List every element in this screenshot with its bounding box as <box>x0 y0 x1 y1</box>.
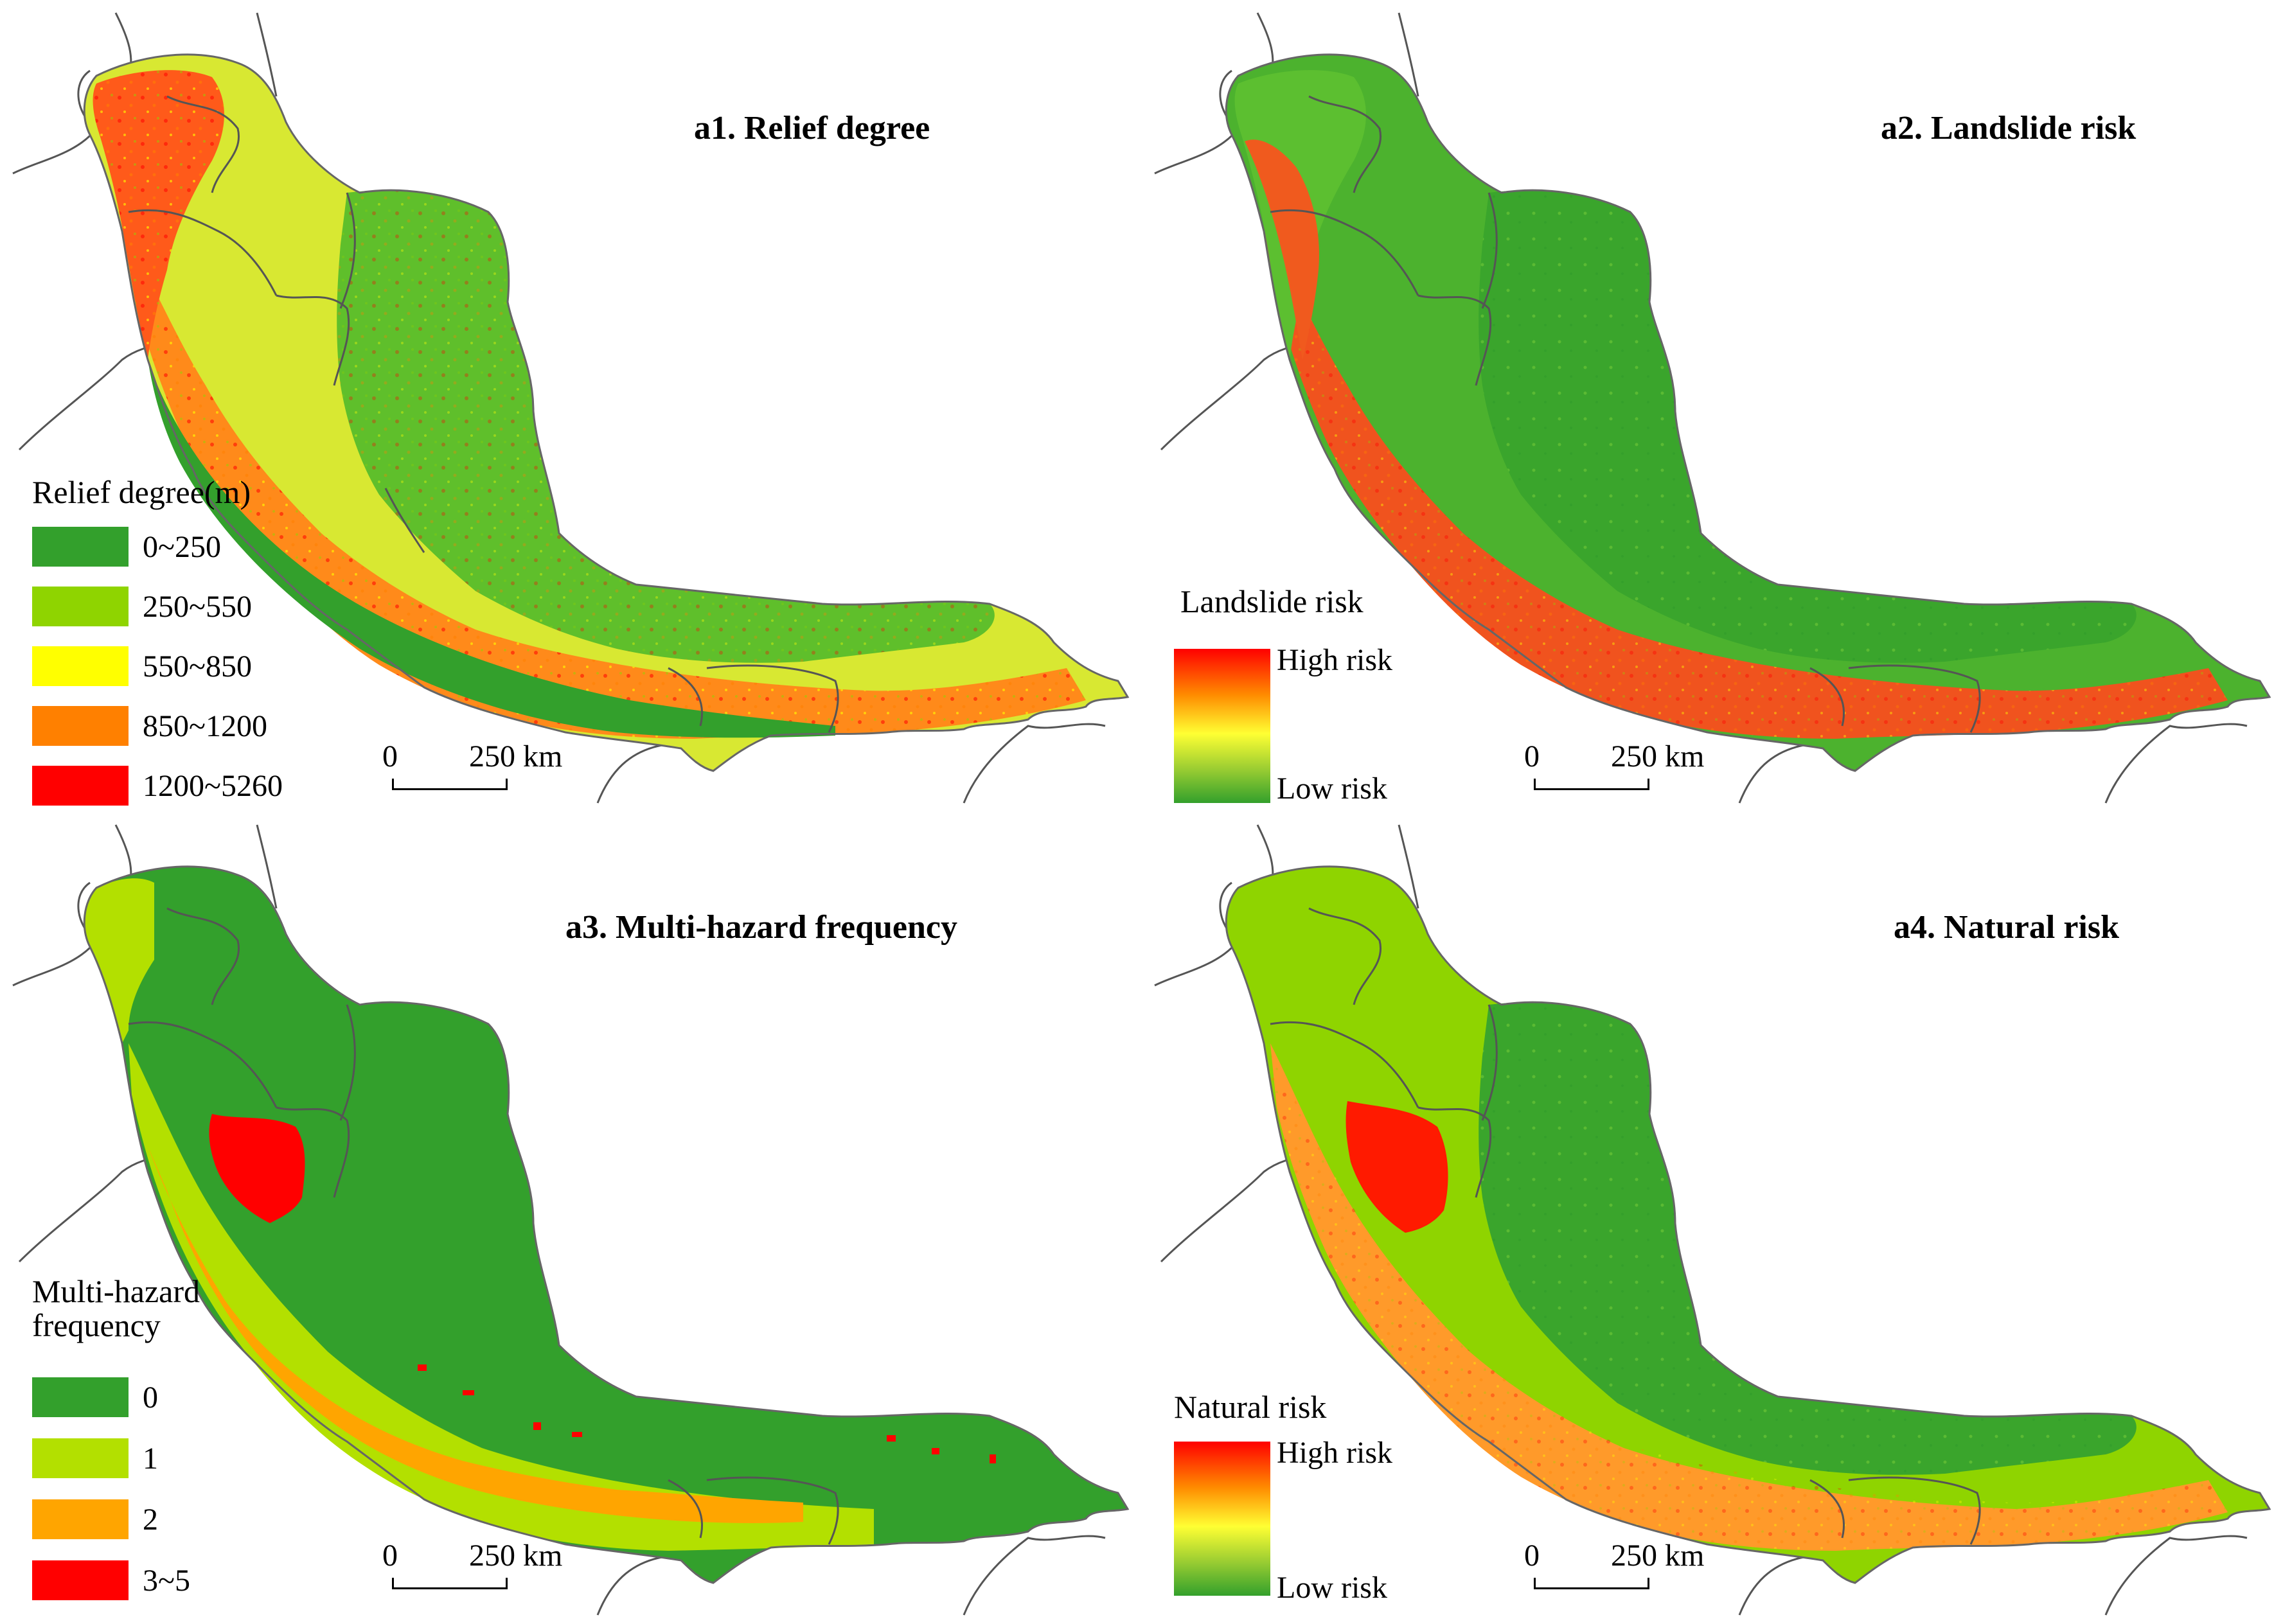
subregion-borders <box>1270 95 1981 733</box>
legend-title: Relief degree(m) <box>32 474 251 510</box>
zone-frequency-3-5 <box>209 1114 305 1223</box>
scale-bar-line <box>1534 1578 1649 1589</box>
legend-label: 0 <box>143 1381 158 1415</box>
western-high-risk <box>1245 139 1319 360</box>
subregion-borders <box>128 907 839 1545</box>
legend-swatch-0 <box>32 527 129 567</box>
legend-color-ramp <box>1174 649 1270 803</box>
legend-label: 0~250 <box>143 530 221 564</box>
map-landslide-risk <box>1154 12 2271 804</box>
study-area <box>84 866 1128 1583</box>
scale-distance-label: 250 km <box>1611 739 1705 773</box>
panel-a3: a3. Multi-hazard frequency Multi-hazard … <box>0 812 1141 1624</box>
legend-label: 3~5 <box>143 1564 190 1598</box>
scale-bar: 0 250 km <box>379 1538 562 1596</box>
map-relief-degree <box>12 12 1129 804</box>
scattered-hotspots <box>418 1364 996 1463</box>
scale-bar: 0 250 km <box>1521 1538 1704 1596</box>
scale-bar-line <box>392 779 508 790</box>
legend-label: 250~550 <box>143 590 252 624</box>
legend-swatch-1 <box>32 1438 129 1478</box>
high-risk-core <box>1346 1101 1448 1233</box>
panel-title: a1. Relief degree <box>694 110 930 146</box>
legend-label: 1 <box>143 1442 158 1476</box>
panel-title: a2. Landslide risk <box>1881 110 2136 146</box>
legend-swatch-3 <box>32 706 129 746</box>
legend-label: 1200~5260 <box>143 769 283 803</box>
scale-bar: 0 250 km <box>379 739 562 797</box>
scale-zero-label: 0 <box>1524 1539 1540 1573</box>
subregion-borders <box>128 95 839 733</box>
legend-label: 2 <box>143 1503 158 1537</box>
scale-bar-line <box>1534 779 1649 790</box>
legend-swatch-3 <box>32 1560 129 1600</box>
zone-frequency-1 <box>84 878 154 1043</box>
legend-title: Natural risk <box>1174 1389 1327 1425</box>
scale-zero-label: 0 <box>382 1539 398 1573</box>
legend-swatch-2 <box>32 646 129 686</box>
map-multi-hazard-frequency <box>12 824 1129 1616</box>
scale-zero-label: 0 <box>382 739 398 773</box>
panel-title: a3. Multi-hazard frequency <box>565 909 957 946</box>
legend-low-label: Low risk <box>1277 1571 1387 1605</box>
scale-distance-label: 250 km <box>1611 1539 1705 1573</box>
legend-color-ramp <box>1174 1442 1270 1596</box>
legend-swatch-2 <box>32 1499 129 1539</box>
scale-distance-label: 250 km <box>469 1539 563 1573</box>
subregion-borders <box>1270 907 1981 1545</box>
panel-title: a4. Natural risk <box>1894 909 2119 946</box>
legend-label: 550~850 <box>143 649 252 684</box>
panel-a2: a2. Landslide risk Landslide risk High r… <box>1142 0 2283 812</box>
legend-swatch-4 <box>32 766 129 806</box>
scale-zero-label: 0 <box>1524 739 1540 773</box>
zone-frequency-1-belt <box>129 1043 874 1551</box>
scale-bar-line <box>392 1578 508 1589</box>
legend-label: 850~1200 <box>143 709 267 743</box>
legend-title: Multi-hazard frequency <box>32 1273 200 1343</box>
legend-swatch-1 <box>32 587 129 626</box>
legend-title: Landslide risk <box>1180 583 1364 619</box>
scale-bar: 0 250 km <box>1521 739 1704 797</box>
scale-distance-label: 250 km <box>469 739 563 773</box>
legend-swatch-0 <box>32 1377 129 1417</box>
legend-high-label: High risk <box>1277 643 1392 677</box>
panel-a4: a4. Natural risk Natural risk High risk … <box>1142 812 2283 1624</box>
legend-high-label: High risk <box>1277 1436 1392 1470</box>
legend-low-label: Low risk <box>1277 772 1387 806</box>
panel-a1: a1. Relief degree Relief degree(m) 0~250… <box>0 0 1141 812</box>
map-natural-risk <box>1154 824 2271 1616</box>
